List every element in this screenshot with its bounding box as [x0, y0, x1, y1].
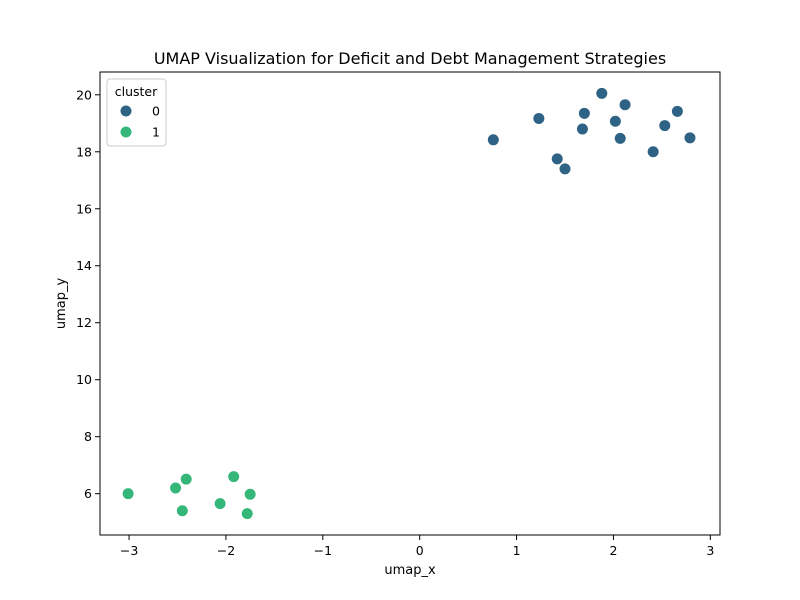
data-point-cluster-0 [577, 106, 591, 120]
data-point-cluster-0 [618, 98, 632, 112]
y-axis-ticks: 6 8 10 12 14 16 18 20 [76, 87, 100, 501]
x-axis-label: umap_x [384, 563, 436, 578]
legend-title: cluster [115, 84, 158, 99]
x-tick-label: −2 [217, 543, 235, 558]
legend-marker-1 [119, 125, 133, 139]
legend-label-0: 0 [152, 104, 160, 119]
legend-marker-0 [119, 104, 133, 118]
data-point-cluster-0 [670, 104, 684, 118]
x-tick-label: 3 [706, 543, 714, 558]
data-point-cluster-0 [532, 111, 546, 125]
data-point-cluster-1 [227, 470, 241, 484]
y-tick-label: 16 [76, 201, 92, 216]
legend-label-1: 1 [152, 125, 160, 140]
chart-title: UMAP Visualization for Deficit and Debt … [154, 49, 666, 68]
data-point-cluster-1 [169, 481, 183, 495]
y-tick-label: 6 [84, 486, 92, 501]
data-point-cluster-0 [575, 122, 589, 136]
y-tick-label: 20 [76, 87, 92, 102]
data-point-cluster-0 [683, 131, 697, 145]
y-tick-label: 18 [76, 144, 92, 159]
plot-area-frame [99, 71, 721, 536]
x-tick-label: −1 [314, 543, 332, 558]
data-point-cluster-1 [175, 504, 189, 518]
data-point-cluster-0 [608, 114, 622, 128]
y-tick-label: 14 [76, 258, 92, 273]
data-point-cluster-1 [179, 472, 193, 486]
y-tick-label: 12 [76, 315, 92, 330]
data-point-cluster-0 [595, 86, 609, 100]
data-point-cluster-0 [658, 119, 672, 133]
x-axis-ticks: −3 −2 −1 0 1 2 3 [120, 535, 714, 558]
y-tick-label: 10 [76, 372, 92, 387]
legend: cluster 01 [106, 78, 167, 147]
data-point-cluster-1 [240, 507, 254, 521]
data-point-cluster-0 [613, 131, 627, 145]
x-tick-label: 2 [609, 543, 617, 558]
data-point-cluster-0 [646, 145, 660, 159]
y-tick-label: 8 [84, 429, 92, 444]
x-tick-label: 1 [513, 543, 521, 558]
plot-marks [121, 86, 697, 521]
legend-items: 01 [119, 104, 160, 140]
y-axis-label: umap_y [54, 278, 69, 330]
data-point-cluster-1 [121, 487, 135, 501]
data-point-cluster-0 [558, 162, 572, 176]
data-point-cluster-0 [550, 152, 564, 166]
data-point-cluster-1 [243, 487, 257, 501]
x-tick-label: 0 [416, 543, 424, 558]
x-tick-label: −3 [120, 543, 138, 558]
data-point-cluster-0 [486, 133, 500, 147]
data-point-cluster-1 [213, 497, 227, 511]
